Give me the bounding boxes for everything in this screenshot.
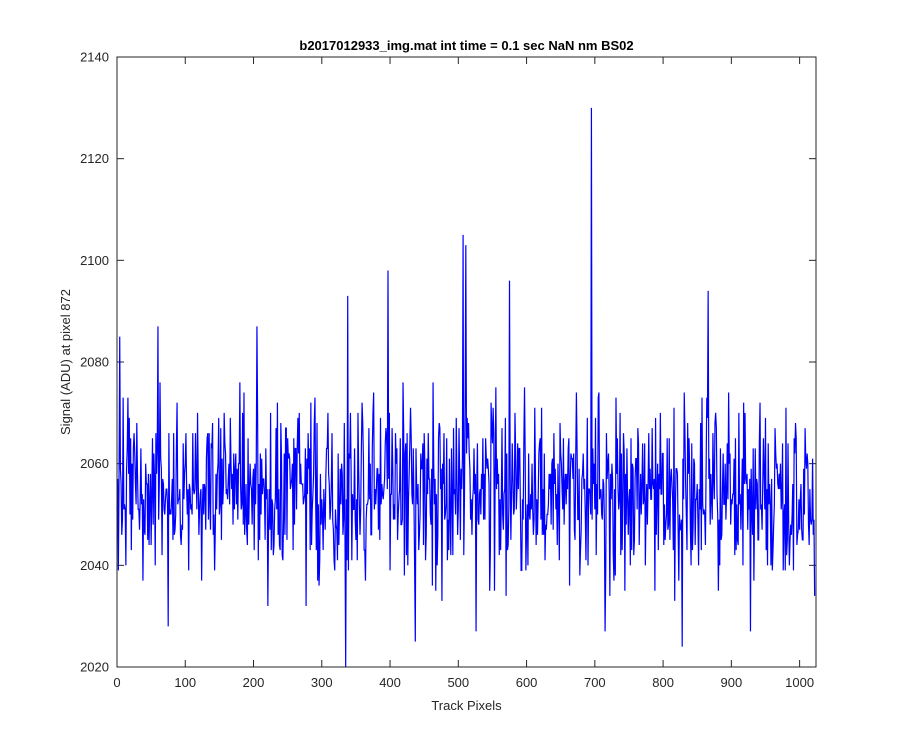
x-tick-label: 400 bbox=[379, 675, 401, 690]
y-tick-label: 2040 bbox=[80, 558, 109, 573]
axes-box bbox=[116, 56, 817, 668]
y-tick-label: 2020 bbox=[80, 660, 109, 675]
y-tick-label: 2100 bbox=[80, 253, 109, 268]
x-tick-label: 300 bbox=[311, 675, 333, 690]
x-tick-label: 1000 bbox=[785, 675, 814, 690]
y-tick-label: 2140 bbox=[80, 50, 109, 65]
x-tick-label: 600 bbox=[516, 675, 538, 690]
y-axis-title: Signal (ADU) at pixel 872 bbox=[58, 289, 73, 435]
x-tick-label: 0 bbox=[113, 675, 120, 690]
x-axis-title: Track Pixels bbox=[431, 698, 502, 713]
y-tick-label: 2120 bbox=[80, 151, 109, 166]
y-tick-label: 2080 bbox=[80, 355, 109, 370]
signal-series-line bbox=[116, 107, 816, 668]
x-tick-label: 100 bbox=[174, 675, 196, 690]
chart-title: b2017012933_img.mat int time = 0.1 sec N… bbox=[299, 38, 633, 53]
x-axis-ticks: 0 100 200 300 400 500 600 700 800 900 1000 bbox=[113, 57, 814, 690]
y-axis-ticks: 2020 2040 2060 2080 2100 2120 2140 bbox=[80, 50, 816, 675]
x-tick-label: 700 bbox=[584, 675, 606, 690]
x-tick-label: 500 bbox=[447, 675, 469, 690]
x-tick-label: 900 bbox=[721, 675, 743, 690]
y-tick-label: 2060 bbox=[80, 456, 109, 471]
x-tick-label: 800 bbox=[652, 675, 674, 690]
x-tick-label: 200 bbox=[243, 675, 265, 690]
